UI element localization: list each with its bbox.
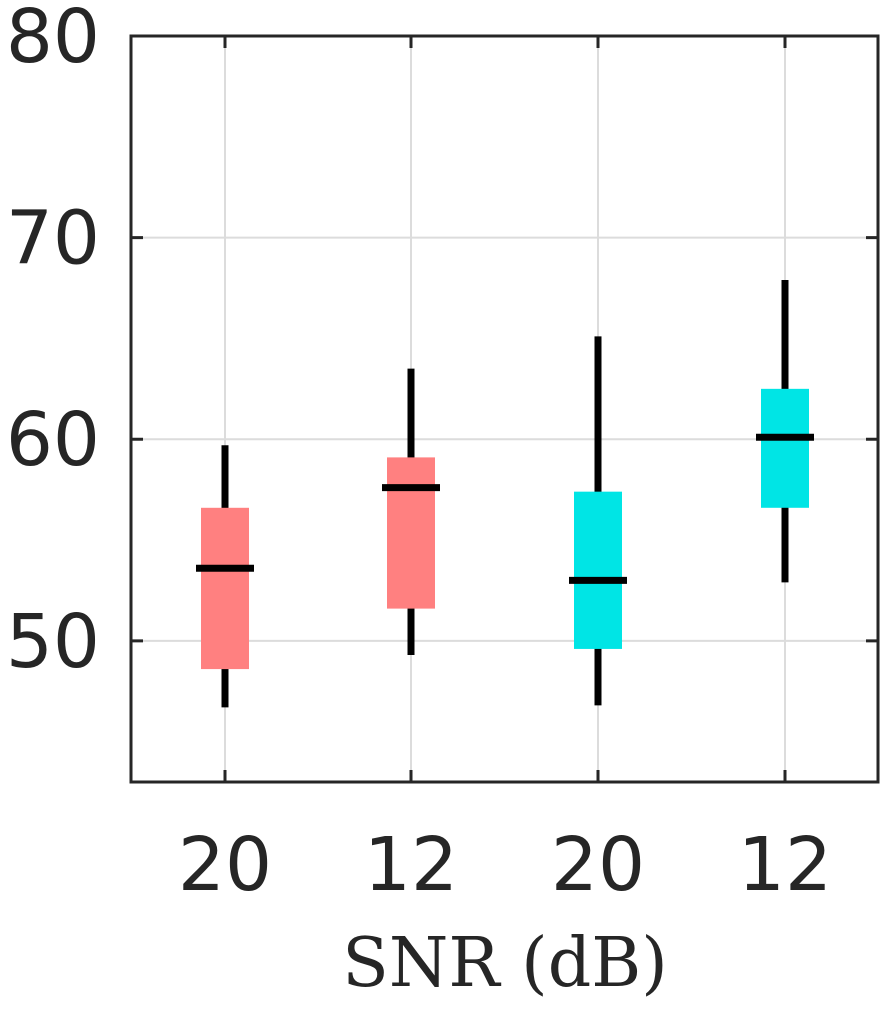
plot-frame [129,34,880,784]
box-iqr [387,457,435,609]
x-axis-label: SNR (dB) [342,924,667,1003]
y-tick-label: 70 [6,196,100,282]
box-marks [196,279,814,708]
x-tick-label: 20 [178,822,272,908]
y-tick-labels: 50 60 70 80 [6,0,100,685]
x-tick-label: 12 [364,822,458,908]
box-group [756,279,814,583]
box-group [196,445,254,708]
box-group [569,336,627,706]
x-tick-label: 12 [738,822,832,908]
y-tick-label: 80 [6,0,100,80]
box-group [382,368,440,655]
x-tick-label: 20 [551,822,645,908]
x-tick-labels: 20 12 20 12 [178,822,832,908]
y-tick-label: 60 [6,397,100,483]
box-iqr [761,388,809,508]
y-tick-label: 50 [6,599,100,685]
box-iqr [201,507,249,670]
box-iqr [574,491,622,649]
tick-marks [131,34,878,782]
